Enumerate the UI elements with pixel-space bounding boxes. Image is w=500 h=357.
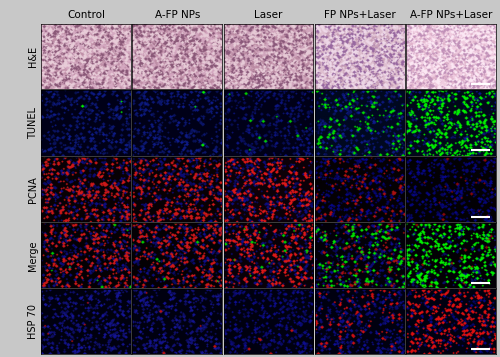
Text: Control: Control <box>67 10 105 20</box>
Text: HSP 70: HSP 70 <box>28 304 38 339</box>
Text: TUNEL: TUNEL <box>28 107 38 139</box>
Text: H&E: H&E <box>28 46 38 67</box>
Text: FP NPs+Laser: FP NPs+Laser <box>324 10 396 20</box>
Text: PCNA: PCNA <box>28 176 38 202</box>
Text: A-FP NPs+Laser: A-FP NPs+Laser <box>410 10 492 20</box>
Text: Laser: Laser <box>254 10 282 20</box>
Text: A-FP NPs: A-FP NPs <box>154 10 200 20</box>
Text: Merge: Merge <box>28 240 38 271</box>
